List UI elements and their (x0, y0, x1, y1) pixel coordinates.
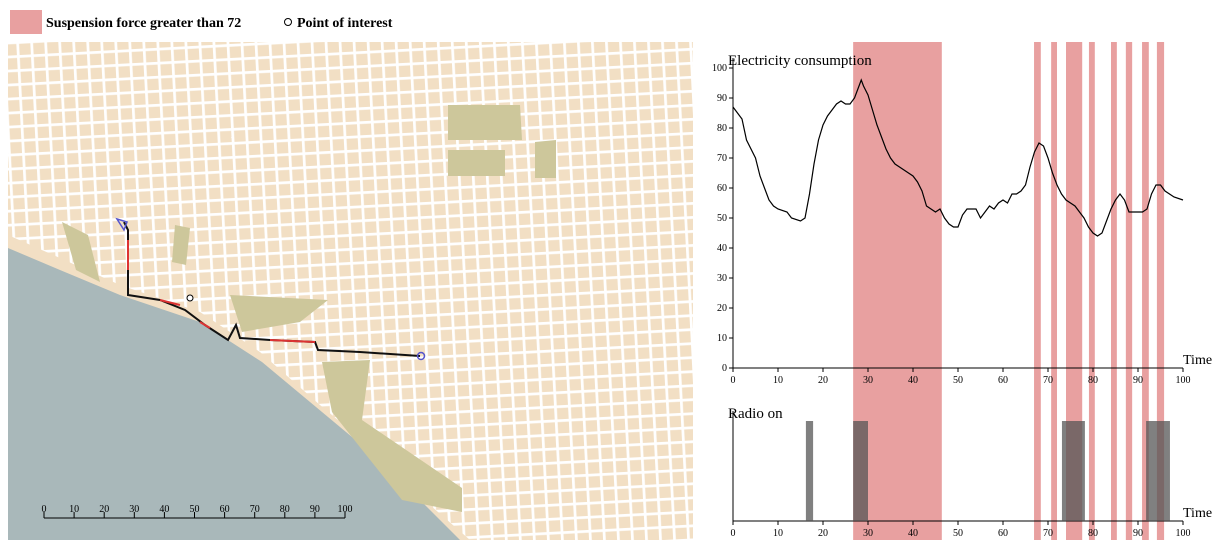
y-tick-label: 40 (717, 243, 727, 254)
y-tick-label: 80 (717, 123, 727, 134)
y-tick-label: 0 (722, 363, 727, 374)
legend-label: Point of interest (297, 16, 393, 31)
radio-bar (1061, 421, 1085, 521)
legend-swatch (10, 10, 42, 34)
chart-title: Radio on (728, 406, 783, 422)
scale-label: 80 (280, 504, 290, 515)
x-tick-label: 40 (908, 528, 918, 539)
x-tick-label: 70 (1043, 375, 1053, 386)
x-tick-label: 100 (1176, 528, 1191, 539)
legend-poi-icon (284, 18, 292, 26)
y-tick-label: 100 (712, 63, 727, 74)
point-of-interest[interactable] (186, 294, 194, 302)
map[interactable]: 0 10 20 30 40 50 60 70 80 90 100 (8, 42, 693, 540)
parks (62, 105, 556, 512)
route-start (115, 217, 128, 232)
x-tick-label: 0 (731, 375, 736, 386)
scale-label: 0 (42, 504, 47, 515)
chart-title: Electricity consumption (728, 53, 872, 69)
route-high-force (127, 240, 316, 343)
scale-label: 30 (129, 504, 139, 515)
line (732, 78, 1184, 237)
scale-bar: 0 10 20 30 40 50 60 70 80 90 100 (42, 504, 353, 519)
radio-bar (853, 421, 868, 521)
y-tick-label: 10 (717, 333, 727, 344)
x-tick-label: 20 (818, 528, 828, 539)
x-tick-label: 60 (998, 375, 1008, 386)
highlight-band (1111, 42, 1117, 540)
legend-label: Suspension force greater than 72 (46, 16, 241, 31)
x-tick-label: 40 (908, 375, 918, 386)
scale-label: 50 (190, 504, 200, 515)
highlight-band (1156, 42, 1165, 540)
x-tick-label: 50 (953, 375, 963, 386)
y-tick-label: 30 (717, 273, 727, 284)
route (123, 221, 421, 357)
x-tick-label: 30 (863, 375, 873, 386)
scale-label: 100 (338, 504, 353, 515)
x-tick-label: 80 (1088, 375, 1098, 386)
y-tick-label: 20 (717, 303, 727, 314)
x-axis-label: Time (1183, 506, 1212, 521)
x-tick-label: 90 (1133, 375, 1143, 386)
streets (8, 42, 693, 540)
scale-label: 40 (159, 504, 169, 515)
x-tick-label: 100 (1176, 375, 1191, 386)
y-tick-label: 90 (717, 93, 727, 104)
x-tick-label: 60 (998, 528, 1008, 539)
scale-label: 70 (250, 504, 260, 515)
highlight-band (1088, 42, 1095, 540)
scale-label: 10 (69, 504, 79, 515)
x-tick-label: 70 (1043, 528, 1053, 539)
route-end (416, 351, 426, 361)
sea (8, 248, 460, 540)
scale-label: 20 (99, 504, 109, 515)
x-tick-label: 0 (731, 528, 736, 539)
highlight-bands (853, 42, 1165, 540)
x-tick-label: 10 (773, 375, 783, 386)
x-tick-label: 90 (1133, 528, 1143, 539)
x-axis-label: Time (1183, 353, 1212, 368)
radio-bar (805, 421, 814, 521)
x-tick-label: 30 (863, 528, 873, 539)
y-tick-label: 60 (717, 183, 727, 194)
highlight-band (1066, 42, 1083, 540)
highlight-band (1125, 42, 1133, 540)
scale-label: 90 (310, 504, 320, 515)
x-tick-label: 10 (773, 528, 783, 539)
x-tick-label: 80 (1088, 528, 1098, 539)
highlight-band (1051, 42, 1057, 540)
highlight-band (1142, 42, 1149, 540)
y-tick-label: 70 (717, 153, 727, 164)
highlight-band (1034, 42, 1041, 540)
scale-label: 60 (220, 504, 230, 515)
x-tick-label: 20 (818, 375, 828, 386)
y-tick-label: 50 (717, 213, 727, 224)
radio-bar (1146, 421, 1170, 521)
x-tick-label: 50 (953, 528, 963, 539)
